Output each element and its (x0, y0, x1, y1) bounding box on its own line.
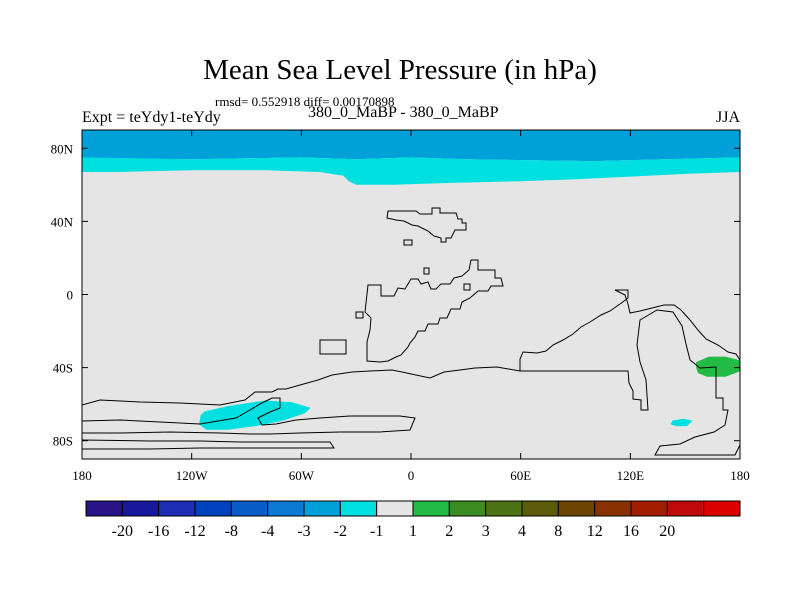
colorbar-swatch (194, 500, 232, 517)
x-tick-label: 60W (289, 468, 315, 483)
colorbar-swatch (521, 500, 559, 517)
colorbar-swatch (557, 500, 596, 517)
colorbar-label: 8 (554, 523, 562, 540)
region-south-pacific-low (199, 400, 311, 430)
coastline-north-america (386, 207, 467, 243)
colorbar-label: -1 (370, 523, 383, 540)
y-tick-label: 80S (53, 434, 73, 449)
colorbar-label: -8 (225, 523, 238, 540)
colorbar-label: -20 (112, 523, 133, 540)
colorbar-label: -4 (261, 523, 274, 540)
coastline-west-landmass (82, 366, 521, 450)
plot-background (82, 130, 740, 459)
colorbar-swatch (267, 500, 305, 517)
colorbar-label: -3 (297, 523, 310, 540)
x-tick-label: 120E (617, 468, 645, 483)
period-label: 380_0_MaBP - 380_0_MaBP (308, 104, 499, 121)
y-tick-label: 80N (51, 141, 74, 156)
colorbar-label: -2 (334, 523, 347, 540)
y-tick-label: 40S (53, 361, 73, 376)
axis-ticks-group (81, 130, 741, 459)
x-tick-label: 0 (408, 468, 415, 483)
colorbar-label: 3 (482, 523, 490, 540)
colorbar-label: 20 (659, 523, 675, 540)
experiment-label: Expt = teYdy1-teYdy (82, 109, 221, 126)
coastline-island-d (463, 283, 471, 291)
contour-fill-group (82, 130, 740, 430)
colorbar-label: 2 (445, 523, 453, 540)
coastline-central-continent (364, 259, 504, 363)
colorbar-swatch (703, 500, 741, 517)
region-arctic-edge (82, 157, 740, 185)
x-tick-label: 60E (510, 468, 531, 483)
colorbar-swatch (485, 500, 523, 517)
colorbar-swatch (339, 500, 378, 517)
colorbar-label: 16 (623, 523, 639, 540)
colorbar-swatch (448, 500, 487, 517)
coastline-island-c (355, 311, 364, 319)
coastline-southern-continent (519, 289, 740, 456)
coastline-lower-arc (82, 397, 416, 435)
coastline-island-e (319, 339, 347, 355)
colorbar-label: -12 (184, 523, 205, 540)
x-tick-label: 120W (176, 468, 209, 483)
region-arctic-band (82, 130, 740, 162)
coastline-group (82, 207, 740, 456)
colorbar-label: -16 (148, 523, 169, 540)
colorbar-label: 12 (587, 523, 603, 540)
colorbar-label: 4 (518, 523, 526, 540)
chart-title: Mean Sea Level Pressure (in hPa) (203, 54, 597, 86)
rmsd-diff-text: rmsd= 0.552918 diff= 0.00170898 (215, 94, 395, 109)
colorbar-swatch (158, 500, 196, 517)
colorbar-label: 1 (409, 523, 417, 540)
colorbar-swatch (666, 500, 705, 517)
x-tick-label: 180 (72, 468, 92, 483)
colorbar: -20 -16 -12 -8 -4 -3 -2 -1 1 2 3 4 8 12 16 20 (85, 500, 741, 540)
colorbar-swatch (412, 500, 450, 517)
region-tasman-high (696, 356, 740, 377)
y-tick-label: 0 (67, 288, 74, 303)
colorbar-swatch (376, 500, 414, 517)
coastline-island-b (423, 267, 430, 275)
colorbar-swatch (230, 500, 269, 517)
season-label: JJA (716, 109, 741, 126)
axis-labels-group: 180 120W 60W 0 60E 120E 180 80N 40N 0 40S 80S (51, 141, 750, 483)
colorbar-swatch (303, 500, 341, 517)
colorbar-swatch (594, 500, 632, 517)
region-australia-low (670, 418, 693, 427)
coastline-island-a (403, 239, 413, 246)
colorbar-swatch (630, 500, 668, 517)
colorbar-swatch (85, 500, 123, 517)
x-tick-label: 180 (730, 468, 750, 483)
y-tick-label: 40N (51, 214, 74, 229)
colorbar-swatch (121, 500, 160, 517)
